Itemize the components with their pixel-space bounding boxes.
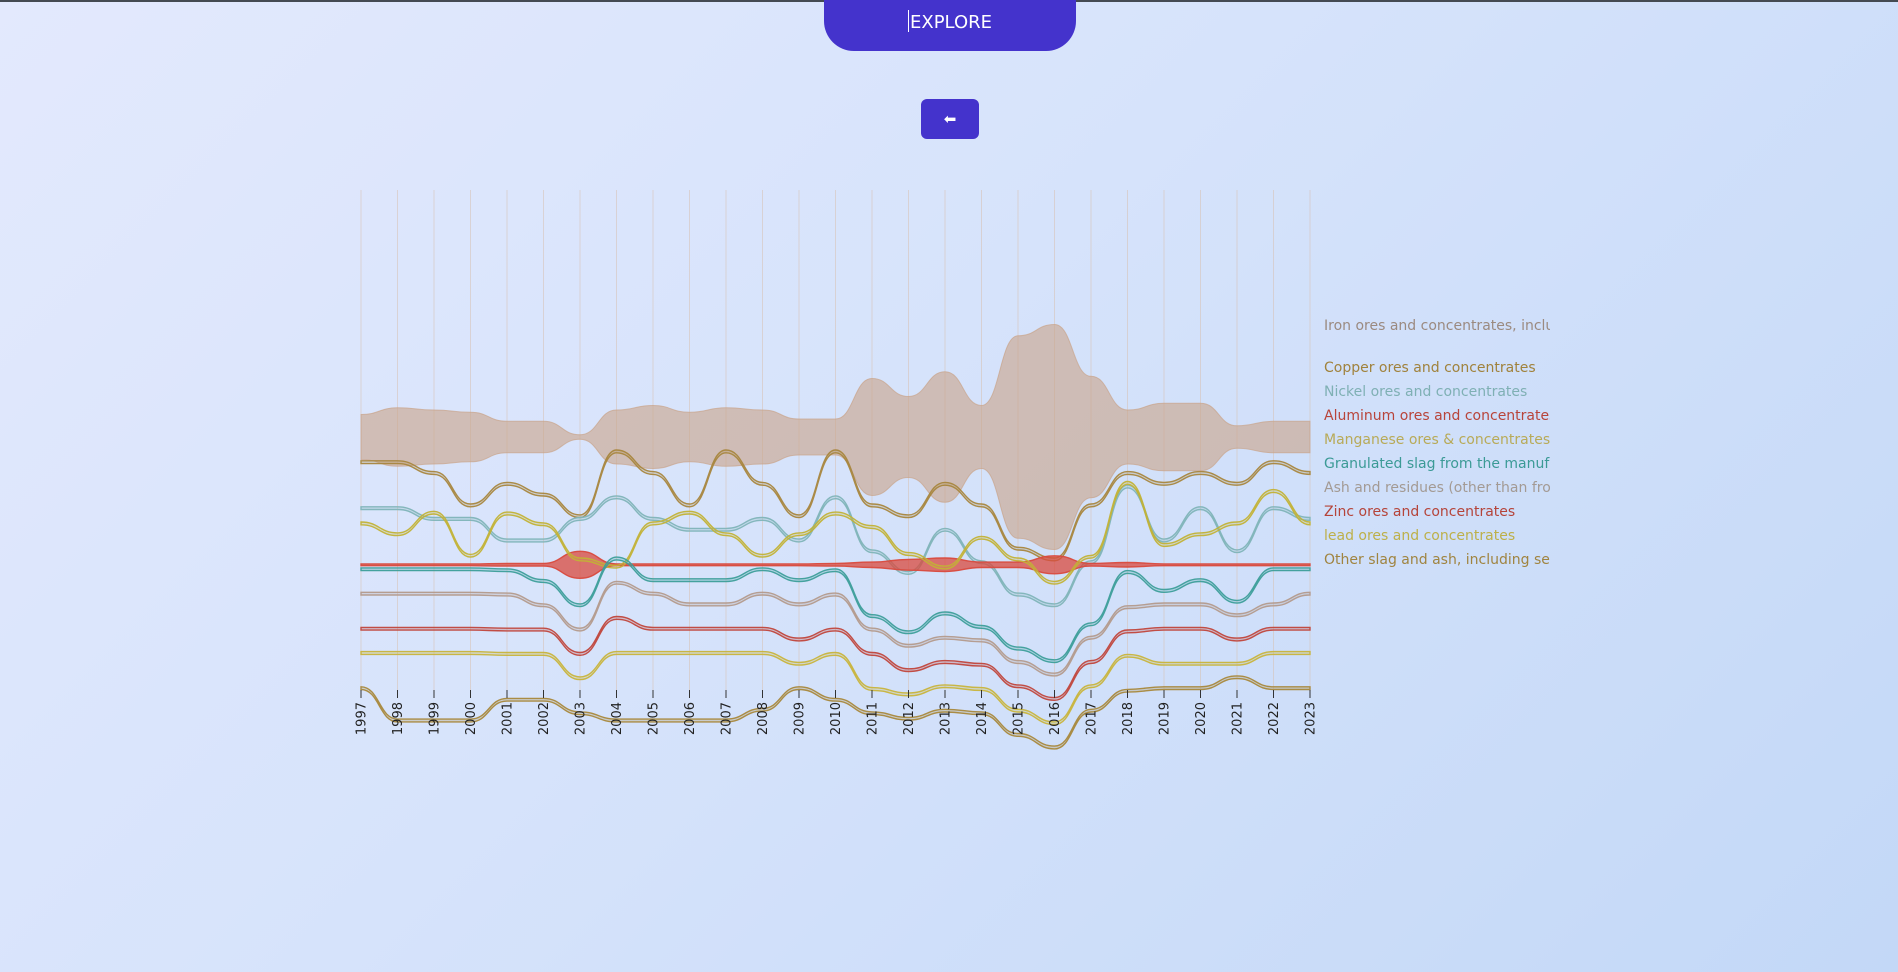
x-tick-label-2013: 2013 — [939, 702, 954, 735]
x-axis: 1997 1998 1999 2000 2001 2002 2003 2004 2005 2006… — [355, 690, 1319, 735]
stream-layers — [360, 323, 1311, 750]
legend-entry-3[interactable]: Aluminum ores and concentrates — [1324, 408, 1556, 424]
legend-entry-2[interactable]: Nickel ores and concentrates — [1324, 384, 1527, 400]
x-tick-label-2001: 2001 — [501, 702, 516, 735]
back-arrow-icon: ⬅ — [943, 110, 957, 128]
x-tick-label-2003: 2003 — [574, 702, 589, 735]
explore-button[interactable]: EXPLORE — [824, 0, 1076, 51]
back-button[interactable]: ⬅ — [921, 99, 979, 139]
stream-layer-4[interactable] — [360, 480, 1311, 585]
explore-label: EXPLORE — [910, 12, 992, 33]
stream-layer-1[interactable] — [360, 449, 1311, 562]
text-cursor — [908, 10, 909, 32]
x-tick-label-2019: 2019 — [1158, 702, 1173, 735]
x-tick-label-2020: 2020 — [1194, 702, 1209, 735]
x-tick-label-2012: 2012 — [902, 702, 917, 735]
x-tick-label-2007: 2007 — [720, 702, 735, 735]
stream-layer-9[interactable] — [360, 675, 1311, 750]
legend-entry-0[interactable]: Iron ores and concentrates, includ — [1324, 318, 1563, 334]
x-tick-label-2009: 2009 — [793, 702, 808, 735]
x-tick-label-2006: 2006 — [683, 702, 698, 735]
legend-entry-5[interactable]: Granulated slag from the manufac — [1324, 456, 1566, 472]
x-tick-label-2002: 2002 — [537, 702, 552, 735]
x-tick-label-1998: 1998 — [391, 702, 406, 735]
x-tick-label-2011: 2011 — [866, 702, 881, 735]
legend-entry-6[interactable]: Ash and residues (other than from — [1324, 480, 1564, 496]
legend-entry-1[interactable]: Copper ores and concentrates — [1324, 360, 1536, 376]
legend-entry-4[interactable]: Manganese ores & concentrates ir — [1324, 432, 1564, 448]
x-tick-label-2017: 2017 — [1085, 702, 1100, 735]
x-tick-label-1999: 1999 — [428, 702, 443, 735]
x-tick-label-2016: 2016 — [1048, 702, 1063, 735]
stream-layer-3[interactable] — [360, 550, 1311, 580]
x-tick-label-2022: 2022 — [1267, 702, 1282, 735]
x-tick-label-2008: 2008 — [756, 702, 771, 735]
stream-layer-5[interactable] — [360, 556, 1311, 664]
stream-layer-2[interactable] — [360, 484, 1311, 608]
x-tick-label-1997: 1997 — [355, 702, 370, 735]
x-tick-label-2015: 2015 — [1012, 702, 1027, 735]
x-tick-label-2018: 2018 — [1121, 702, 1136, 735]
legend-entry-8[interactable]: lead ores and concentrates — [1324, 528, 1515, 544]
stream-layer-7[interactable] — [360, 615, 1311, 702]
x-tick-label-2010: 2010 — [829, 702, 844, 735]
x-tick-label-2000: 2000 — [464, 702, 479, 735]
stream-layer-0[interactable] — [360, 323, 1311, 551]
x-tick-label-2004: 2004 — [610, 702, 625, 735]
x-tick-label-2005: 2005 — [647, 702, 662, 735]
x-tick-label-2014: 2014 — [975, 702, 990, 735]
x-tick-label-2023: 2023 — [1304, 702, 1319, 735]
stream-layer-8[interactable] — [360, 650, 1311, 726]
legend-entry-9[interactable]: Other slag and ash, including seav — [1324, 552, 1567, 568]
stream-layer-6[interactable] — [360, 580, 1311, 677]
x-tick-label-2021: 2021 — [1231, 702, 1246, 735]
legend: Iron ores and concentrates, includ Copper… — [1324, 318, 1567, 568]
legend-entry-7[interactable]: Zinc ores and concentrates — [1324, 504, 1515, 520]
